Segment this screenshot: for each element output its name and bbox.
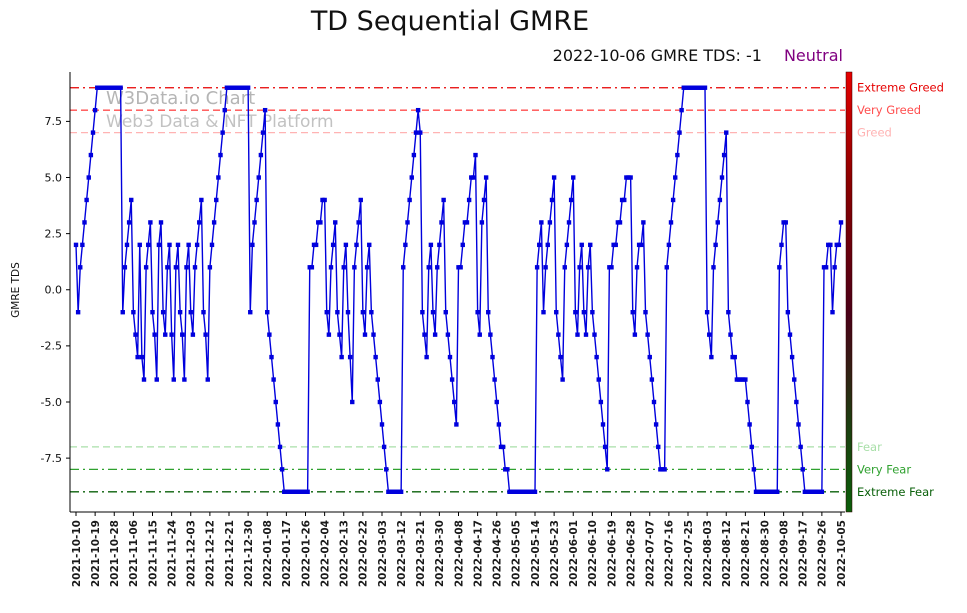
x-tick-label: 2022-06-01 (568, 520, 580, 587)
x-tick-label: 2022-05-23 (549, 520, 561, 587)
x-tick-label: 2022-08-12 (721, 520, 733, 587)
x-tick-label: 2022-06-19 (606, 520, 618, 587)
subtitle-tds-value: 2022-10-06 GMRE TDS: -1 (552, 46, 762, 65)
x-tick-label: 2022-02-04 (319, 520, 331, 587)
x-tick-label: 2022-02-22 (358, 520, 370, 587)
y-tick-label: 0.0 (45, 284, 63, 297)
tds-series-markers (73, 85, 844, 494)
x-tick-label: 2021-11-06 (128, 520, 140, 587)
y-tick-label: 5.0 (45, 171, 63, 184)
x-tick-label: 2021-10-10 (71, 520, 83, 587)
x-tick-label: 2021-10-28 (109, 520, 121, 587)
threshold-label: Extreme Greed (857, 81, 944, 95)
x-tick-label: 2021-12-21 (224, 520, 236, 587)
threshold-label: Extreme Fear (857, 485, 934, 499)
x-tick-label: 2022-05-05 (511, 520, 523, 587)
x-tick-label: 2021-12-03 (186, 520, 198, 587)
x-tick-label: 2022-01-17 (281, 520, 293, 587)
x-tick-label: 2022-09-26 (817, 520, 829, 587)
x-tick-label: 2021-12-30 (243, 520, 255, 587)
x-tick-label: 2022-08-30 (759, 520, 771, 587)
x-tick-label: 2022-09-17 (798, 520, 810, 587)
y-tick-label: 2.5 (45, 227, 63, 240)
x-tick-label: 2022-07-07 (645, 520, 657, 587)
x-tick-label: 2022-04-17 (472, 520, 484, 587)
x-tick-label: 2021-11-15 (147, 520, 159, 587)
x-tick-label: 2022-01-08 (262, 520, 274, 587)
threshold-label: Greed (857, 126, 892, 140)
x-tick-label: 2022-07-16 (664, 520, 676, 587)
y-tick-label: -5.0 (41, 396, 62, 409)
subtitle-status-neutral: Neutral (783, 46, 843, 65)
y-tick-label: -7.5 (41, 452, 62, 465)
x-tick-label: 2022-03-30 (434, 520, 446, 587)
x-tick-label: 2021-10-19 (90, 520, 102, 587)
tds-series-line (75, 87, 842, 493)
x-tick-label: 2022-05-14 (530, 520, 542, 587)
x-tick-label: 2021-11-24 (166, 520, 178, 587)
x-tick-label: 2022-03-03 (377, 520, 389, 587)
x-tick-label: 2022-04-08 (453, 520, 465, 587)
x-tick-label: 2022-03-12 (396, 520, 408, 587)
x-tick-label: 2022-10-05 (836, 520, 848, 587)
threshold-label: Very Fear (857, 462, 911, 476)
y-tick-label: 7.5 (45, 115, 63, 128)
x-tick-label: 2022-07-25 (683, 520, 695, 587)
x-tick-label: 2022-04-26 (492, 520, 504, 587)
threshold-label: Fear (857, 440, 882, 454)
threshold-label: Very Greed (857, 103, 921, 117)
x-tick-label: 2022-02-13 (339, 520, 351, 587)
x-tick-label: 2022-06-28 (625, 520, 637, 587)
x-tick-label: 2022-06-10 (587, 520, 599, 587)
x-tick-label: 2022-08-03 (702, 520, 714, 587)
x-tick-label: 2022-01-26 (300, 520, 312, 587)
x-tick-label: 2022-03-21 (415, 520, 427, 587)
chart-subtitle: 2022-10-06 GMRE TDS: -1 Neutral (553, 46, 843, 65)
x-tick-label: 2021-12-12 (205, 520, 217, 587)
x-tick-label: 2022-08-21 (740, 520, 752, 587)
chart-title: TD Sequential GMRE (310, 6, 590, 37)
y-tick-label: -2.5 (41, 340, 62, 353)
sentiment-colorbar (845, 71, 853, 513)
x-tick-label: 2022-09-08 (778, 520, 790, 587)
